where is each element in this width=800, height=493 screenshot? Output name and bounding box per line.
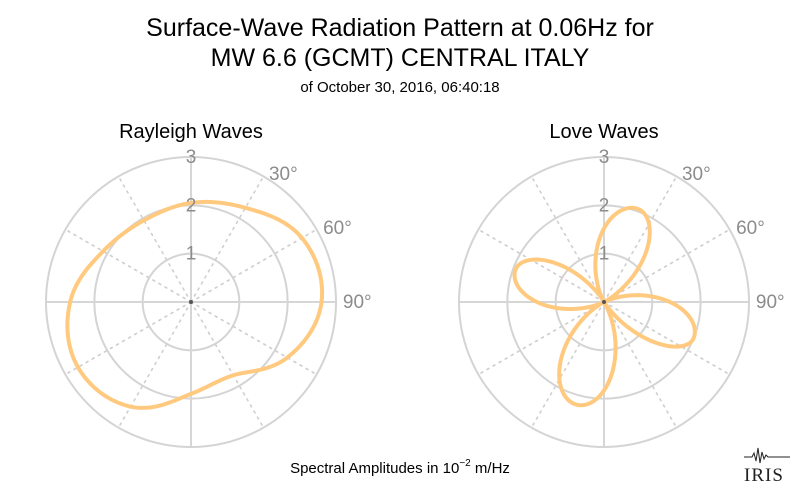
footer-label-unit: m/Hz xyxy=(471,460,510,477)
polar-spoke-300 xyxy=(477,228,605,303)
angle-tick-label-30: 30° xyxy=(269,164,298,185)
love-polar-plot: 1 2 3 30° 60° 90° xyxy=(458,147,785,448)
polar-spoke-210 xyxy=(530,301,605,429)
figure-title-line2: MW 6.6 (GCMT) CENTRAL ITALY xyxy=(211,44,590,72)
radial-tick-label-2: 2 xyxy=(186,195,197,216)
polar-center-dot xyxy=(602,300,606,304)
footer-label-prefix: Spectral Amplitudes in xyxy=(290,460,443,477)
angle-tick-label-30: 30° xyxy=(682,164,711,185)
rayleigh-polar-plot: 1 2 3 30° 60° 90° xyxy=(45,147,372,448)
polar-spoke-60 xyxy=(190,228,318,303)
radial-tick-label-1: 1 xyxy=(599,244,610,265)
polar-spoke-300 xyxy=(64,228,192,303)
love-panel-title: Love Waves xyxy=(549,121,658,143)
polar-spoke-30 xyxy=(190,175,265,303)
polar-spoke-60 xyxy=(603,228,731,303)
polar-spoke-240 xyxy=(477,301,605,376)
radial-tick-label-2: 2 xyxy=(599,195,610,216)
amplitude-curve xyxy=(65,199,325,410)
polar-spoke-150 xyxy=(190,301,265,429)
figure-subtitle: of October 30, 2016, 06:40:18 xyxy=(300,79,499,96)
polar-spoke-150 xyxy=(603,301,678,429)
footer-label-base: 10 xyxy=(443,460,460,477)
angle-tick-label-60: 60° xyxy=(736,218,765,239)
radial-tick-label-1: 1 xyxy=(186,244,197,265)
polar-spoke-240 xyxy=(64,301,192,376)
footer-label-exponent: −2 xyxy=(459,458,471,469)
angle-tick-label-90: 90° xyxy=(756,292,785,313)
iris-logo-text: IRIS xyxy=(744,465,784,486)
polar-spoke-120 xyxy=(603,301,731,376)
radial-tick-label-3: 3 xyxy=(186,147,197,168)
polar-center-dot xyxy=(189,300,193,304)
angle-tick-label-60: 60° xyxy=(323,218,352,239)
polar-spoke-330 xyxy=(530,175,605,303)
rayleigh-panel-title: Rayleigh Waves xyxy=(119,121,263,143)
polar-spoke-120 xyxy=(190,301,318,376)
iris-logo-seismogram-icon xyxy=(744,447,790,464)
polar-spoke-210 xyxy=(117,301,192,429)
footer-axis-label: Spectral Amplitudes in 10−2 m/Hz xyxy=(290,458,510,477)
angle-tick-label-90: 90° xyxy=(343,292,372,313)
radial-tick-label-3: 3 xyxy=(599,147,610,168)
polar-spoke-30 xyxy=(603,175,678,303)
polar-spoke-330 xyxy=(117,175,192,303)
iris-logo: IRIS xyxy=(744,447,790,486)
figure-title-line1: Surface-Wave Radiation Pattern at 0.06Hz… xyxy=(146,14,654,42)
